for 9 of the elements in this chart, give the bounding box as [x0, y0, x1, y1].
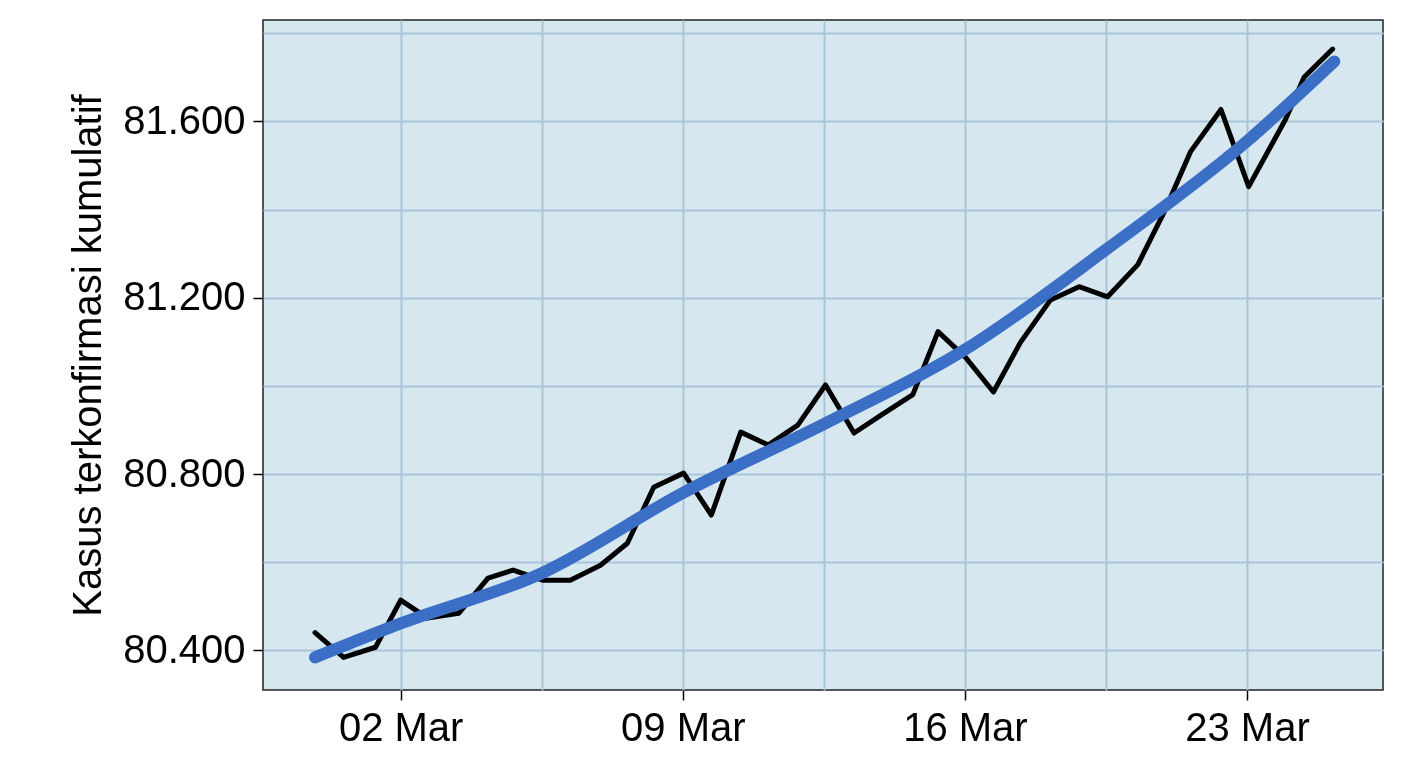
- y-axis-title: Kasus terkonfirmasi kumulatif: [65, 93, 110, 617]
- x-tick-label: 09 Mar: [621, 704, 746, 749]
- y-tick-label: 81.600: [123, 97, 246, 142]
- x-tick-label: 16 Mar: [903, 704, 1028, 749]
- x-tick-label: 02 Mar: [338, 704, 464, 749]
- y-tick-label: 81.200: [123, 274, 246, 319]
- y-tick-label: 80.400: [123, 626, 246, 671]
- x-tick-label: 23 Mar: [1185, 704, 1310, 749]
- y-tick-label: 80.800: [123, 450, 246, 495]
